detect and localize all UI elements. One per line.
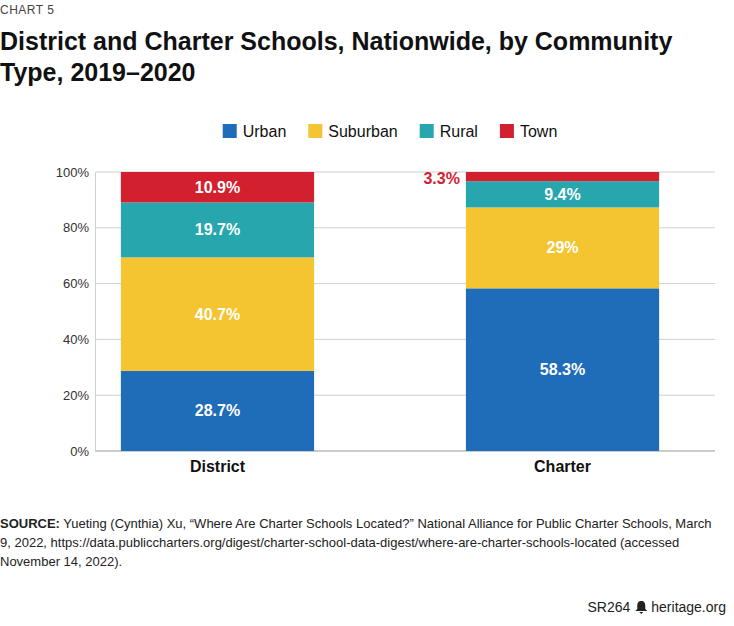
legend-label: Urban	[243, 123, 287, 140]
data-label: 19.7%	[195, 221, 240, 238]
bar-segment	[466, 207, 659, 288]
y-axis: 0% 20% 40% 60% 80% 100%	[56, 165, 96, 459]
legend-label: Town	[520, 123, 557, 140]
x-axis: District Charter	[190, 451, 591, 475]
x-tick: District	[190, 451, 246, 475]
title-line: Type, 2019–2020	[0, 58, 196, 86]
source-line: 9, 2022, https://data.publiccharters.org…	[0, 535, 679, 550]
chart-label: CHART 5	[0, 3, 54, 17]
grid	[95, 172, 715, 451]
source-label: SOURCE:	[0, 516, 60, 531]
data-label: 9.4%	[544, 186, 580, 203]
y-tick: 100%	[56, 165, 95, 180]
legend-item: Rural	[420, 123, 478, 140]
legend-swatch	[500, 124, 514, 138]
bars	[121, 172, 659, 451]
footer-icon	[635, 601, 647, 614]
source-line: November 14, 2022).	[0, 554, 122, 569]
y-tick: 40%	[63, 332, 95, 347]
y-tick: 80%	[63, 220, 95, 235]
y-tick-label: 0%	[70, 444, 89, 459]
data-labels: 28.7% 58.3% 40.7% 29% 19.7% 9.4% 10.9% 3.3%	[195, 170, 585, 419]
source: SOURCE: Yueting (Cynthia) Xu, “Where Are…	[0, 516, 711, 569]
bar-segment	[466, 181, 659, 207]
legend-swatch	[308, 124, 322, 138]
footer-site: heritage.org	[651, 599, 726, 615]
bar-segment	[121, 257, 314, 371]
legend: Urban Suburban Rural Town	[223, 123, 558, 140]
title: District and Charter Schools, Nationwide…	[0, 27, 672, 86]
title-line: District and Charter Schools, Nationwide…	[0, 27, 672, 55]
bar-segment	[466, 172, 659, 181]
x-tick: Charter	[534, 451, 591, 475]
bar-segment	[121, 202, 314, 257]
data-label: 29%	[546, 239, 578, 256]
bar-segment	[121, 371, 314, 451]
legend-label: Rural	[440, 123, 478, 140]
x-tick-label: District	[190, 458, 246, 475]
x-tick-label: Charter	[534, 458, 591, 475]
legend-swatch	[223, 124, 237, 138]
legend-swatch	[420, 124, 434, 138]
y-tick: 60%	[63, 276, 95, 291]
legend-item: Suburban	[308, 123, 397, 140]
legend-item: Town	[500, 123, 557, 140]
y-tick: 20%	[63, 388, 95, 403]
source-line: SOURCE: Yueting (Cynthia) Xu, “Where Are…	[0, 516, 711, 531]
data-label: 3.3%	[423, 170, 459, 187]
y-tick-label: 60%	[63, 276, 89, 291]
chart: CHART 5 District and Charter Schools, Nat…	[0, 0, 734, 626]
bar-segment	[121, 172, 314, 202]
data-label: 28.7%	[195, 402, 240, 419]
y-tick-label: 80%	[63, 220, 89, 235]
y-tick: 0%	[70, 444, 95, 459]
y-axis-line	[95, 173, 96, 452]
data-label: 10.9%	[195, 179, 240, 196]
legend-label: Suburban	[328, 123, 397, 140]
source-text: Yueting (Cynthia) Xu, “Where Are Charter…	[60, 516, 712, 531]
legend-item: Urban	[223, 123, 287, 140]
data-label: 58.3%	[540, 361, 585, 378]
y-tick-label: 40%	[63, 332, 89, 347]
footer-code: SR264	[587, 599, 630, 615]
y-tick-label: 20%	[63, 388, 89, 403]
source-text: November 14, 2022).	[0, 554, 122, 569]
y-tick-label: 100%	[56, 165, 90, 180]
bar-segment	[466, 288, 659, 451]
footer-icon-shape	[635, 601, 647, 614]
source-text: 9, 2022, https://data.publiccharters.org…	[0, 535, 679, 550]
data-label: 40.7%	[195, 306, 240, 323]
